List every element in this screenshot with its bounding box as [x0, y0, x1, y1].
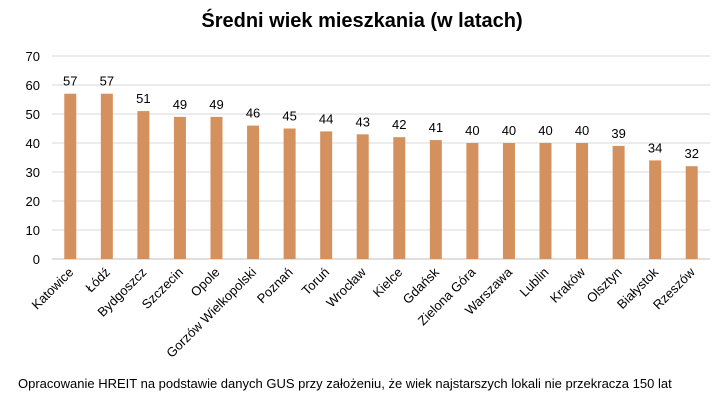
data-label: 44: [319, 111, 333, 126]
data-label: 57: [63, 74, 77, 89]
bar: [539, 143, 552, 259]
data-label: 43: [355, 114, 369, 129]
x-tick-label: Katowice: [28, 265, 76, 313]
bar: [649, 160, 662, 259]
data-label: 40: [465, 123, 479, 138]
y-tick-label: 30: [26, 165, 40, 180]
data-label: 42: [392, 117, 406, 132]
source-note: Opracowanie HREIT na podstawie danych GU…: [18, 376, 672, 391]
x-tick-label: Toruń: [299, 265, 333, 299]
y-tick-label: 0: [33, 252, 40, 267]
bar: [429, 140, 442, 259]
y-tick-label: 60: [26, 78, 40, 93]
bar: [612, 145, 625, 259]
bar: [64, 93, 77, 259]
bar: [685, 166, 698, 259]
data-label: 34: [648, 140, 662, 155]
bar: [210, 116, 223, 260]
x-tick-label: Poznań: [254, 265, 296, 307]
x-tick-label: Wrocław: [323, 264, 369, 310]
bar: [283, 128, 296, 259]
data-label: 49: [173, 97, 187, 112]
data-label: 51: [136, 91, 150, 106]
y-tick-label: 10: [26, 223, 40, 238]
data-label: 40: [502, 123, 516, 138]
data-label: 57: [100, 74, 114, 89]
bar: [173, 116, 186, 260]
bar: [320, 131, 333, 259]
bar: [100, 93, 113, 259]
data-label: 45: [282, 109, 296, 124]
bar: [393, 137, 406, 259]
bar: [247, 125, 260, 259]
data-label: 40: [538, 123, 552, 138]
x-tick-label: Kraków: [547, 264, 589, 306]
y-tick-label: 20: [26, 194, 40, 209]
bar: [576, 143, 589, 259]
x-tick-label: Łódź: [82, 265, 113, 296]
y-tick-label: 50: [26, 107, 40, 122]
data-label: 49: [209, 97, 223, 112]
data-label: 40: [575, 123, 589, 138]
data-label: 39: [611, 126, 625, 141]
bar: [466, 143, 479, 259]
data-label: 32: [684, 146, 698, 161]
y-tick-label: 70: [26, 49, 40, 64]
bar: [502, 143, 515, 259]
bar: [137, 111, 150, 259]
data-label: 46: [246, 106, 260, 121]
chart-title: Średni wiek mieszkania (w latach): [201, 10, 523, 32]
bar: [356, 134, 369, 259]
y-tick-label: 40: [26, 136, 40, 151]
data-label: 41: [429, 120, 443, 135]
